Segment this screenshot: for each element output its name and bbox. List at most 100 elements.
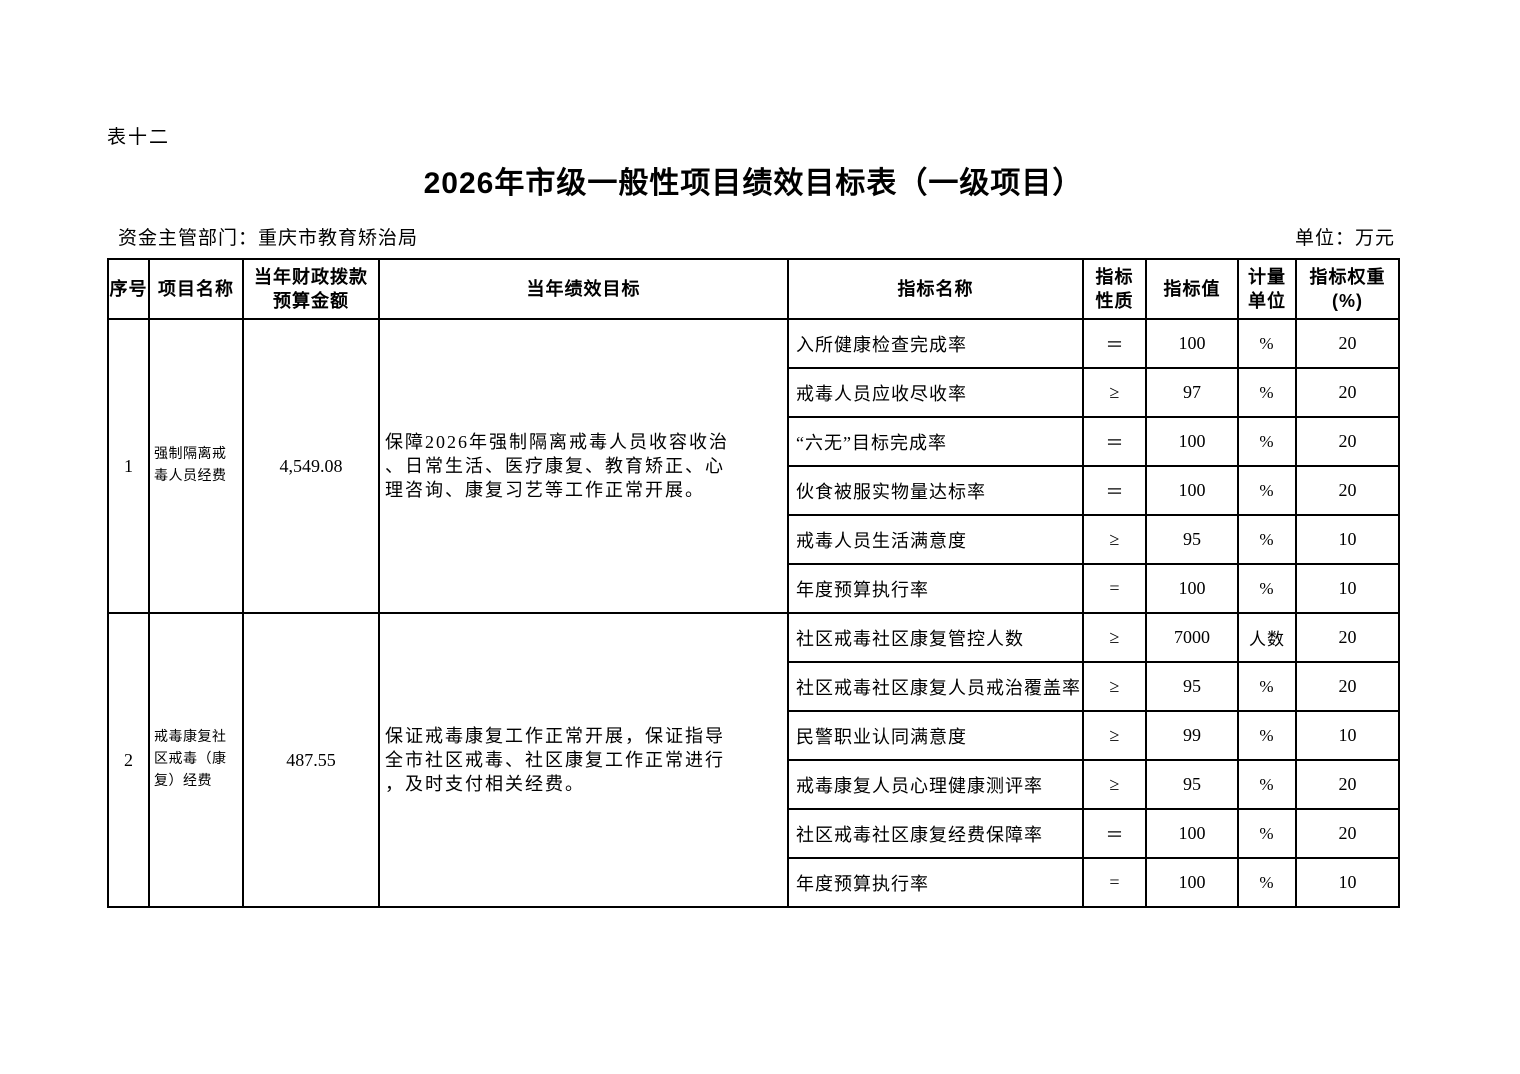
header-budget-line2: 预算金额 bbox=[273, 291, 349, 311]
indicator-name-cell: 年度预算执行率 bbox=[787, 563, 1084, 614]
indicator-weight-cell: 10 bbox=[1295, 857, 1400, 908]
indicator-unit-cell: % bbox=[1237, 416, 1297, 467]
indicator-unit-cell: % bbox=[1237, 857, 1297, 908]
indicator-nature-cell: ≥ bbox=[1082, 759, 1147, 810]
indicator-weight-cell: 10 bbox=[1295, 563, 1400, 614]
table-row: 1 强制隔离戒毒人员经费 4,549.08 保障2026年强制隔离戒毒人员收容收… bbox=[107, 318, 1400, 614]
indicator-nature-cell: ≥ bbox=[1082, 612, 1147, 663]
table-row: 戒毒人员生活满意度 ≥ 95 % 10 bbox=[108, 514, 1400, 565]
indicator-weight-cell: 20 bbox=[1295, 759, 1400, 810]
header-indicator-name: 指标名称 bbox=[787, 258, 1084, 320]
indicator-value-cell: 95 bbox=[1145, 661, 1239, 712]
indicator-unit-cell: % bbox=[1237, 367, 1297, 418]
indicator-name-cell: 入所健康检查完成率 bbox=[787, 318, 1084, 369]
indicator-unit-cell: % bbox=[1237, 710, 1297, 761]
indicator-unit-cell: % bbox=[1237, 759, 1297, 810]
indicator-nature-cell: = bbox=[1082, 563, 1147, 614]
project1-seq-cell: 1 bbox=[107, 318, 150, 614]
page-title: 2026年市级一般性项目绩效目标表（一级项目） bbox=[423, 167, 1084, 200]
table-row: 伙食被服实物量达标率 ＝ 100 % 20 bbox=[108, 465, 1400, 516]
project1-name-text: 强制隔离戒毒人员经费 bbox=[154, 447, 227, 484]
indicator-value-cell: 95 bbox=[1145, 514, 1239, 565]
indicator-weight-cell: 20 bbox=[1295, 416, 1400, 467]
indicator-value-cell: 100 bbox=[1145, 808, 1239, 859]
header-weight-line2: (%) bbox=[1332, 291, 1363, 311]
indicator-nature-cell: ≥ bbox=[1082, 661, 1147, 712]
indicator-nature-cell: = bbox=[1082, 857, 1147, 908]
indicator-name-cell: 戒毒康复人员心理健康测评率 bbox=[787, 759, 1084, 810]
table-row: 2 戒毒康复社区戒毒（康复）经费 487.55 保证戒毒康复工作正常开展，保证指… bbox=[107, 612, 1400, 908]
project1-name-cell: 强制隔离戒毒人员经费 bbox=[148, 318, 244, 614]
indicator-value-cell: 100 bbox=[1145, 857, 1239, 908]
header-budget-line1: 当年财政拨款 bbox=[254, 267, 368, 287]
department-label: 资金主管部门：重庆市教育矫治局 bbox=[118, 228, 419, 249]
table-row: 年度预算执行率 = 100 % 10 bbox=[108, 857, 1400, 908]
indicator-nature-cell: ≥ bbox=[1082, 514, 1147, 565]
header-measure-unit: 计量 单位 bbox=[1237, 258, 1297, 320]
indicator-value-cell: 95 bbox=[1145, 759, 1239, 810]
indicator-value-cell: 7000 bbox=[1145, 612, 1239, 663]
header-annual-target: 当年绩效目标 bbox=[378, 258, 789, 320]
meta-row: 资金主管部门：重庆市教育矫治局 单位：万元 bbox=[107, 226, 1400, 252]
project2-name-cell: 戒毒康复社区戒毒（康复）经费 bbox=[148, 612, 244, 908]
indicator-name-cell: 社区戒毒社区康复管控人数 bbox=[787, 612, 1084, 663]
project1-target-cell: 保障2026年强制隔离戒毒人员收容收治、日常生活、医疗康复、教育矫正、心理咨询、… bbox=[378, 318, 789, 614]
header-indicator-nature: 指标 性质 bbox=[1082, 258, 1147, 320]
indicator-weight-cell: 10 bbox=[1295, 710, 1400, 761]
header-project-name: 项目名称 bbox=[148, 258, 244, 320]
indicator-value-cell: 97 bbox=[1145, 367, 1239, 418]
indicator-name-cell: 社区戒毒社区康复人员戒治覆盖率 bbox=[787, 661, 1084, 712]
project2-target-text: 保证戒毒康复工作正常开展，保证指导全市社区戒毒、社区康复工作正常进行，及时支付相… bbox=[385, 726, 725, 794]
table-row: 民警职业认同满意度 ≥ 99 % 10 bbox=[108, 710, 1400, 761]
indicator-weight-cell: 20 bbox=[1295, 612, 1400, 663]
project1-target-text: 保障2026年强制隔离戒毒人员收容收治、日常生活、医疗康复、教育矫正、心理咨询、… bbox=[385, 432, 729, 500]
header-nature-line1: 指标 bbox=[1095, 267, 1134, 287]
indicator-nature-cell: ≥ bbox=[1082, 367, 1147, 418]
indicator-value-cell: 100 bbox=[1145, 318, 1239, 369]
project2-target-cell: 保证戒毒康复工作正常开展，保证指导全市社区戒毒、社区康复工作正常进行，及时支付相… bbox=[378, 612, 789, 908]
project1-budget-cell: 4,549.08 bbox=[242, 318, 380, 614]
indicator-nature-cell: ＝ bbox=[1082, 465, 1147, 516]
header-unit-line2: 单位 bbox=[1248, 291, 1286, 311]
indicator-name-cell: 年度预算执行率 bbox=[787, 857, 1084, 908]
indicator-nature-cell: ＝ bbox=[1082, 318, 1147, 369]
indicator-unit-cell: % bbox=[1237, 808, 1297, 859]
table-row: 戒毒人员应收尽收率 ≥ 97 % 20 bbox=[108, 367, 1400, 418]
header-unit-line1: 计量 bbox=[1248, 267, 1286, 287]
indicator-unit-cell: % bbox=[1237, 465, 1297, 516]
indicator-weight-cell: 20 bbox=[1295, 367, 1400, 418]
indicator-weight-cell: 20 bbox=[1295, 318, 1400, 369]
indicator-weight-cell: 20 bbox=[1295, 661, 1400, 712]
indicator-nature-cell: ＝ bbox=[1082, 416, 1147, 467]
table-row: “六无”目标完成率 ＝ 100 % 20 bbox=[108, 416, 1400, 467]
indicator-unit-cell: % bbox=[1237, 661, 1297, 712]
table-number-label: 表十二 bbox=[107, 127, 171, 148]
project2-seq-cell: 2 bbox=[107, 612, 150, 908]
indicator-value-cell: 100 bbox=[1145, 416, 1239, 467]
indicator-name-cell: 戒毒人员应收尽收率 bbox=[787, 367, 1084, 418]
indicator-name-cell: 戒毒人员生活满意度 bbox=[787, 514, 1084, 565]
indicator-nature-cell: ≥ bbox=[1082, 710, 1147, 761]
indicator-name-cell: 民警职业认同满意度 bbox=[787, 710, 1084, 761]
indicator-unit-cell: % bbox=[1237, 563, 1297, 614]
indicator-unit-cell: % bbox=[1237, 514, 1297, 565]
indicator-weight-cell: 20 bbox=[1295, 808, 1400, 859]
indicator-name-cell: 伙食被服实物量达标率 bbox=[787, 465, 1084, 516]
indicator-value-cell: 100 bbox=[1145, 465, 1239, 516]
indicator-weight-cell: 20 bbox=[1295, 465, 1400, 516]
header-weight-line1: 指标权重 bbox=[1309, 267, 1386, 287]
header-seq: 序号 bbox=[107, 258, 150, 320]
indicator-name-cell: 社区戒毒社区康复经费保障率 bbox=[787, 808, 1084, 859]
indicator-unit-cell: 人数 bbox=[1237, 612, 1297, 663]
header-row: 序号 项目名称 当年财政拨款 预算金额 当年绩效目标 指标名称 指标 性质 指标… bbox=[107, 258, 1400, 320]
table-row: 年度预算执行率 = 100 % 10 bbox=[108, 563, 1400, 614]
indicator-value-cell: 100 bbox=[1145, 563, 1239, 614]
performance-target-table: 序号 项目名称 当年财政拨款 预算金额 当年绩效目标 指标名称 指标 性质 指标… bbox=[107, 258, 1400, 908]
header-weight: 指标权重 (%) bbox=[1295, 258, 1400, 320]
indicator-nature-cell: ＝ bbox=[1082, 808, 1147, 859]
indicator-weight-cell: 10 bbox=[1295, 514, 1400, 565]
table-row: 社区戒毒社区康复人员戒治覆盖率 ≥ 95 % 20 bbox=[108, 661, 1400, 712]
header-indicator-value: 指标值 bbox=[1145, 258, 1239, 320]
header-budget: 当年财政拨款 预算金额 bbox=[242, 258, 380, 320]
